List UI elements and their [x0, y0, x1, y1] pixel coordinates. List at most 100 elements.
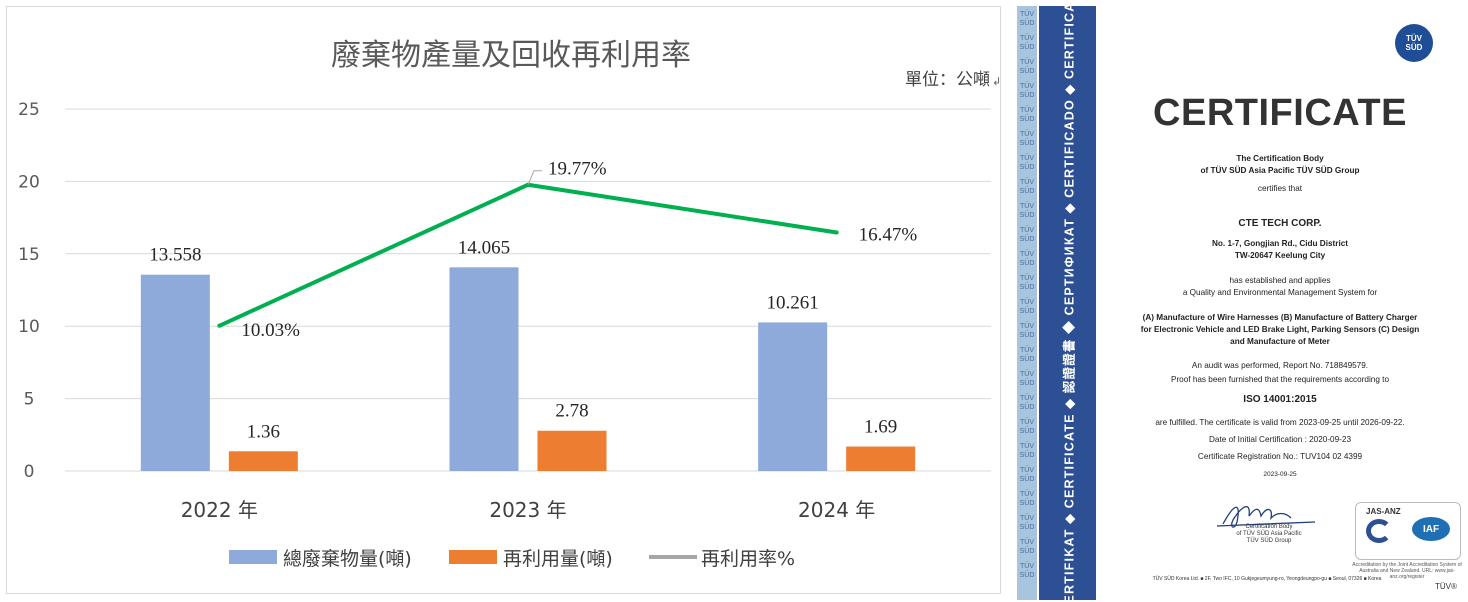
y-tick-label: 20	[18, 172, 40, 192]
tuv-tile-text: TÜV SÜD	[1019, 83, 1035, 99]
cert-scope3: and Manufacture of Meter	[1230, 337, 1330, 346]
y-tick-label: 5	[24, 390, 35, 410]
data-label: 2.78	[555, 401, 588, 422]
rate-label-leader	[527, 170, 542, 185]
certificate-side-band: ZERTIFIKAT ◆ CERTIFICATE ◆ 認證證書 ◆ СЕРТИФ…	[1039, 6, 1096, 600]
legend-swatch-reuse	[449, 550, 497, 564]
tuv-tile-text: TÜV SÜD	[1019, 395, 1035, 411]
bar-total	[140, 274, 210, 471]
tuv-tile-text: TÜV SÜD	[1019, 539, 1035, 555]
certificate-body: TÜV SÜD CERTIFICATE The Certification Bo…	[1097, 6, 1463, 600]
signature-icon	[1216, 506, 1316, 528]
data-label: 14.065	[458, 237, 510, 258]
cert-footer-brand: TÜV®	[1435, 582, 1457, 591]
tuv-tile-text: TÜV SÜD	[1019, 107, 1035, 123]
waste-chart: 廢棄物產量及回收再利用率 單位：公噸 ↲ 0 5 10 15 20 25 13.558 1.…	[18, 38, 1000, 570]
tuv-tile-text: TÜV SÜD	[1019, 491, 1035, 507]
bar-reuse	[537, 430, 607, 471]
category-label: 2024 年	[798, 498, 875, 522]
tuv-pattern-stripe: TÜV SÜD TÜV SÜD TÜV SÜD TÜV SÜD TÜV SÜD TÜV S…	[1017, 6, 1037, 600]
chart-panel: 廢棄物產量及回收再利用率 單位：公噸 ↲ 0 5 10 15 20 25 13.558 1.…	[6, 6, 1001, 594]
rate-label: 10.03%	[241, 320, 300, 341]
cert-footer: TÜV SÜD Korea Ltd. ■ 2F, Two IFC, 10 Guk…	[1152, 576, 1382, 582]
sig-caption-line2: of TÜV SÜD Asia Pacific	[1236, 531, 1302, 537]
cert-certifies: certifies that	[1257, 184, 1303, 193]
tuv-tile-text: TÜV SÜD	[1019, 443, 1035, 459]
cert-address2: TW-20647 Keelung City	[1234, 251, 1326, 260]
y-tick-label: 10	[18, 317, 40, 337]
signature-caption: Certification Body of TÜV SÜD Asia Pacif…	[1213, 524, 1325, 545]
tuv-tile-text: TÜV SÜD	[1019, 515, 1035, 531]
cert-scope2: for Electronic Vehicle and LED Brake Lig…	[1140, 325, 1420, 334]
accreditation-box: JAS-ANZ IAF	[1355, 502, 1461, 560]
cert-established2: a Quality and Environmental Management S…	[1182, 288, 1378, 297]
cert-registration: Certificate Registration No.: TUV104 02 …	[1197, 452, 1363, 461]
tuv-tile-text: TÜV SÜD	[1019, 275, 1035, 291]
data-label: 1.69	[864, 417, 897, 438]
data-label: 1.36	[247, 421, 280, 442]
tuv-tile-text: TÜV SÜD	[1019, 467, 1035, 483]
y-tick-label: 15	[18, 245, 40, 265]
rate-label: 19.77%	[548, 159, 607, 180]
logo-line1: TÜV	[1406, 34, 1422, 43]
rate-label: 16.47%	[859, 225, 918, 246]
cert-proof: Proof has been furnished that the requir…	[1170, 375, 1389, 384]
tuv-tile-text: TÜV SÜD	[1019, 323, 1035, 339]
legend-swatch-total	[229, 550, 277, 564]
cert-initial-date: Date of Initial Certification : 2020-09-…	[1209, 435, 1351, 444]
cert-body-line1: The Certification Body	[1236, 154, 1324, 163]
legend-label-total: 總廢棄物量(噸)	[283, 548, 412, 570]
cert-address1: No. 1-7, Gongjian Rd., Cidu District	[1211, 239, 1348, 248]
rate-line	[218, 182, 837, 328]
tuv-tile-text: TÜV SÜD	[1019, 35, 1035, 51]
chart-title: 廢棄物產量及回收再利用率	[331, 38, 691, 73]
tuv-tile-text: TÜV SÜD	[1019, 299, 1035, 315]
data-label: 10.261	[767, 292, 819, 313]
jas-anz-logo-icon	[1366, 519, 1392, 543]
cert-company: CTE TECH CORP.	[1238, 218, 1322, 229]
logo-line2: SÜD	[1405, 43, 1423, 52]
tuv-tile-text: TÜV SÜD	[1019, 11, 1035, 27]
paragraph-mark-icon: ↲	[992, 75, 1000, 88]
cert-body-line2: of TÜV SÜD Asia Pacific TÜV SÜD Group	[1200, 166, 1360, 175]
cert-audit: An audit was performed, Report No. 71884…	[1191, 361, 1369, 370]
rate-point	[217, 323, 222, 328]
side-band-text: ZERTIFIKAT ◆ CERTIFICATE ◆ 認證證書 ◆ СЕРТИФ…	[1062, 6, 1076, 600]
sig-caption-line1: Certification Body	[1245, 524, 1293, 530]
y-tick-label: 25	[18, 100, 40, 120]
tuv-tile-text: TÜV SÜD	[1019, 131, 1035, 147]
accreditation-caption: Accreditation by the Joint Accreditation…	[1352, 562, 1462, 580]
tuv-tile-text: TÜV SÜD	[1019, 251, 1035, 267]
rate-point	[834, 230, 839, 235]
bar-reuse	[846, 446, 916, 471]
cert-validity: are fulfilled. The certificate is valid …	[1155, 418, 1405, 427]
certificate-panel: TÜV SÜD TÜV SÜD TÜV SÜD TÜV SÜD TÜV SÜD TÜV S…	[1017, 6, 1463, 600]
tuv-tile-text: TÜV SÜD	[1019, 155, 1035, 171]
tuv-tile-text: TÜV SÜD	[1019, 347, 1035, 363]
category-label: 2023 年	[489, 498, 566, 522]
tuv-tile-text: TÜV SÜD	[1019, 227, 1035, 243]
cert-scope1: (A) Manufacture of Wire Harnesses (B) Ma…	[1142, 313, 1418, 322]
cert-standard: ISO 14001:2015	[1243, 394, 1317, 405]
data-label: 13.558	[149, 245, 201, 266]
unit-note: 單位：公噸	[905, 70, 990, 90]
jas-anz-label: JAS-ANZ	[1366, 507, 1401, 516]
bar-total	[449, 267, 519, 471]
sig-caption-line3: TÜV SÜD Group	[1246, 538, 1292, 544]
tuv-tile-text: TÜV SÜD	[1019, 419, 1035, 435]
certificate-heading: CERTIFICATE	[1153, 92, 1407, 134]
category-label: 2022 年	[181, 498, 258, 522]
tuv-tile-text: TÜV SÜD	[1019, 203, 1035, 219]
bar-reuse	[228, 451, 298, 471]
tuv-tile-text: TÜV SÜD	[1019, 371, 1035, 387]
tuv-tile-text: TÜV SÜD	[1019, 59, 1035, 75]
cert-established1: has established and applies	[1229, 276, 1331, 285]
iaf-logo-icon: IAF	[1412, 517, 1450, 541]
cert-date: 2023-09-25	[1263, 471, 1297, 478]
legend-label-rate: 再利用率%	[701, 548, 795, 570]
tuv-logo-icon: TÜV SÜD	[1395, 24, 1433, 62]
tuv-tile-text: TÜV SÜD	[1019, 563, 1035, 579]
legend-label-reuse: 再利用量(噸)	[503, 548, 613, 570]
tuv-tile-text: TÜV SÜD	[1019, 179, 1035, 195]
bar-total	[758, 322, 828, 471]
